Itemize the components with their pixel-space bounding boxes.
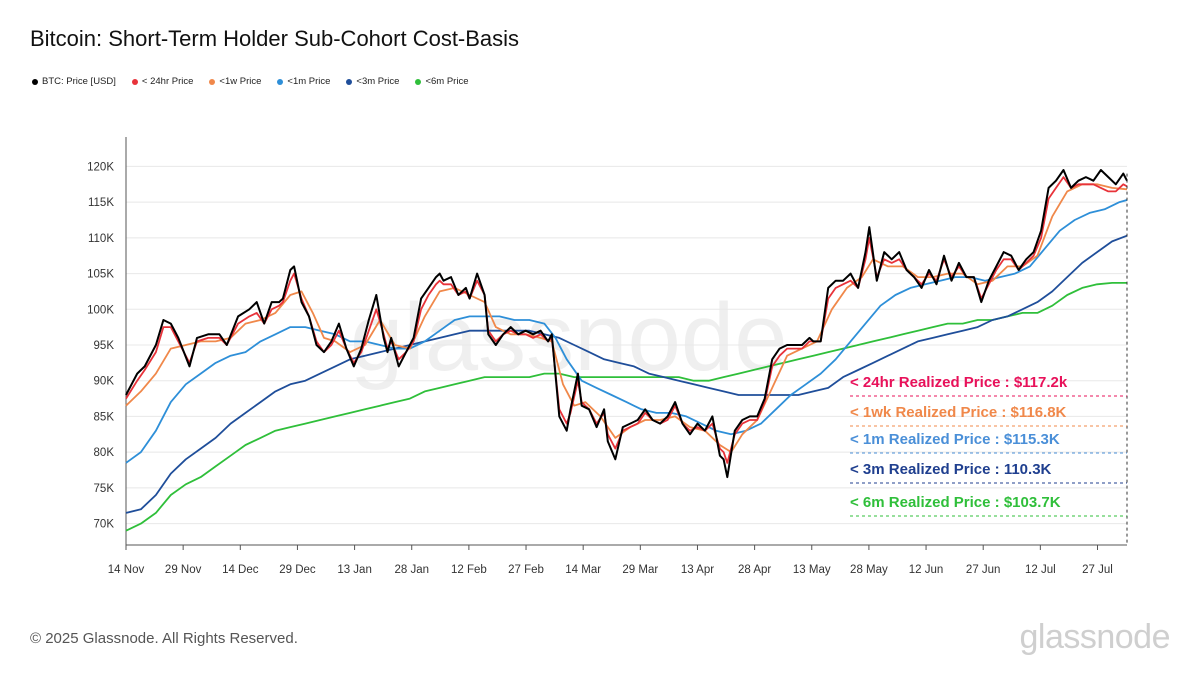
x-tick-label: 29 Dec [279, 564, 316, 576]
annotation-label: < 1wk Realized Price : $116.8K [850, 404, 1067, 421]
x-tick-label: 27 Jun [966, 564, 1001, 576]
grid [125, 137, 1127, 546]
legend-label: < 24hr Price [141, 76, 194, 87]
legend-item-price[interactable]: BTC: Price [USD] [32, 76, 116, 87]
legend-label: <6m Price [425, 76, 469, 87]
annotation-label: < 1m Realized Price : $115.3K [850, 431, 1060, 448]
annotation-label: < 6m Realized Price : $103.7K [850, 494, 1061, 511]
legend-dot [415, 78, 422, 85]
y-tick-label: 120K [87, 161, 114, 173]
annotations: < 24hr Realized Price : $117.2k < 1wk Rea… [850, 374, 1127, 517]
x-tick-label: 12 Feb [451, 564, 487, 576]
x-tick-label: 14 Nov [108, 564, 145, 576]
watermark: glassnode [350, 284, 788, 391]
legend-item-1m[interactable]: <1m Price [277, 76, 330, 87]
copyright-footer: © 2025 Glassnode. All Rights Reserved. [30, 630, 298, 647]
annotation-label: < 24hr Realized Price : $117.2k [850, 374, 1068, 391]
y-tick-label: 85K [94, 411, 115, 423]
chart-title: Bitcoin: Short-Term Holder Sub-Cohort Co… [30, 26, 520, 51]
legend-item-24hr[interactable]: < 24hr Price [131, 76, 194, 87]
legend-item-6m[interactable]: <6m Price [415, 76, 468, 87]
legend-label: BTC: Price [USD] [42, 76, 116, 87]
legend-dot [346, 78, 353, 85]
y-tick-label: 70K [94, 519, 115, 531]
y-axis-ticks: 70K 75K 80K 85K 90K 95K 100K 105K 110K 115K 120K [87, 161, 114, 530]
legend-dot [277, 78, 284, 85]
y-tick-label: 95K [94, 340, 115, 352]
y-tick-label: 115K [88, 197, 114, 209]
y-tick-label: 75K [94, 483, 115, 495]
y-tick-label: 100K [87, 304, 114, 316]
x-tick-label: 28 May [850, 564, 888, 576]
legend-dot [131, 78, 138, 85]
x-tick-label: 29 Nov [165, 564, 202, 576]
x-tick-label: 14 Mar [565, 564, 601, 576]
annotation-label: < 3m Realized Price : 110.3K [850, 461, 1052, 478]
x-tick-label: 28 Jan [394, 564, 429, 576]
legend-dot [32, 78, 38, 85]
x-tick-label: 27 Feb [508, 564, 544, 576]
y-tick-label: 110K [88, 233, 114, 245]
legend-label: <1m Price [287, 76, 331, 87]
y-tick-label: 80K [94, 447, 115, 459]
series-line-2 [125, 183, 1128, 453]
legend-item-1w[interactable]: <1w Price [209, 76, 261, 87]
x-tick-label: 14 Dec [222, 564, 259, 576]
y-tick-label: 105K [87, 269, 114, 281]
y-tick-label: 90K [94, 376, 115, 388]
legend-item-3m[interactable]: <3m Price [346, 76, 399, 87]
x-tick-label: 28 Apr [738, 564, 771, 576]
x-tick-label: 27 Jul [1082, 564, 1113, 576]
line-chart: glassnode 70K 75K 80K 85K 90K 95K 100K 105K 110K… [87, 137, 1128, 576]
x-tick-label: 29 Mar [622, 564, 658, 576]
x-axis-ticks: 14 Nov 29 Nov 14 Dec 29 Dec 13 Jan 28 Jan 12 F… [108, 545, 1113, 576]
series-line-3 [125, 199, 1128, 464]
series-line-4 [125, 234, 1128, 514]
x-tick-label: 13 Jan [337, 564, 372, 576]
glassnode-logo: glassnode [1019, 618, 1170, 656]
legend-label: <3m Price [356, 76, 400, 87]
x-tick-label: 12 Jul [1025, 564, 1056, 576]
series-line-0 [125, 169, 1128, 479]
x-tick-label: 13 May [793, 564, 831, 576]
series-lines [125, 169, 1128, 545]
legend: BTC: Price [USD] < 24hr Price <1w Price … [32, 76, 468, 87]
series-line-5 [125, 282, 1127, 532]
legend-label: <1w Price [219, 76, 262, 87]
x-tick-label: 12 Jun [909, 564, 944, 576]
legend-dot [209, 78, 216, 85]
x-tick-label: 13 Apr [681, 564, 714, 576]
